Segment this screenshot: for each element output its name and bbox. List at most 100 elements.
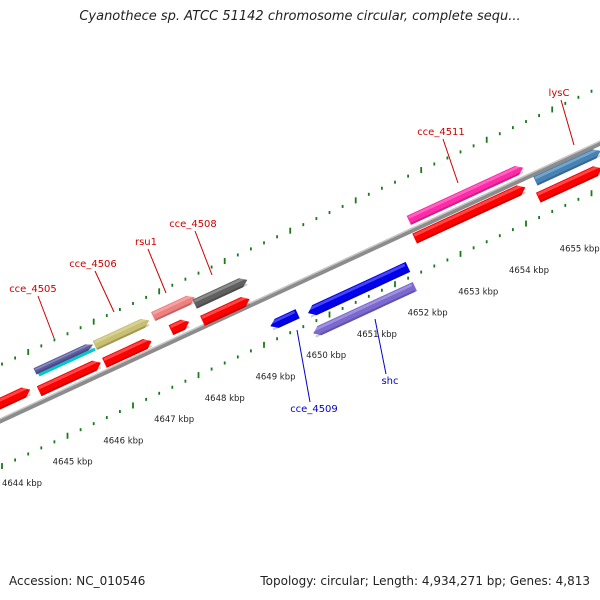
gene-label-rsu1: rsu1 [135,237,157,248]
scale-label: 4650 kbp [306,351,346,361]
cds-arrow-6-shade [417,191,526,244]
cds-arrow-6[interactable] [412,182,527,244]
scale-label: 4654 kbp [509,266,549,276]
cds-arrow-7-body [535,166,600,203]
scale-label: 4649 kbp [255,373,295,383]
gene-label-lysc: lysC [549,88,570,99]
cds-arrow-1-sheen [0,386,28,405]
cds-arrow-3-sheen [103,337,150,361]
cds-arrow-3-body [102,339,152,368]
gene-rsu1-arrow-body [151,295,195,322]
leader-lysc [560,99,575,146]
scale-label: 4651 kbp [357,330,397,340]
cds-arrow-7[interactable] [535,163,600,203]
gene-shc-arrow-shade [315,290,416,338]
leader-rsu1 [147,248,167,294]
leader-cce_4508 [194,230,213,276]
gene-cce_4511-arrow-shade [410,171,524,225]
cds-arrow-3[interactable] [102,336,154,368]
scale-label: 4646 kbp [103,436,143,446]
genome-summary-text: Topology: circular; Length: 4,934,271 bp… [260,574,590,588]
cds-arrow-5-shade [204,303,251,326]
reverse-gene-track[interactable] [268,261,417,338]
gene-shc-arrow-body [313,281,417,336]
gene-label-shc: shc [381,376,398,387]
cds-arrow-1-shade [0,393,31,411]
scale-label: 4645 kbp [53,458,93,468]
cds-arrow-2-body [36,360,101,397]
scale-labels: 4644 kbp 4645 kbp 4646 kbp 4647 kbp 4648 kbp… [2,245,600,489]
gene-lysc-arrow-shade [537,154,600,186]
cds-arrow-7-sheen [537,165,600,196]
gene-rsu1-arrow[interactable] [151,293,197,322]
gene-cce_4508-arrow[interactable] [192,275,250,309]
gene-label-cce_4511: cce_4511 [417,127,465,138]
label-leader-lines [37,99,575,403]
gene-cce_4506-arrow-shade [96,323,150,350]
cds-arrow-4-body [168,319,190,336]
scale-label: 4647 kbp [154,415,194,425]
gene-cce_4509-arrow-sheen [307,263,406,312]
gene-stripe-cyan [38,347,96,377]
cds-arrow-5-sheen [201,295,248,319]
leader-cce_4505 [37,295,55,339]
leader-shc [374,318,387,375]
cds-arrow-4[interactable] [168,317,192,336]
gene-labels: cce_4505 cce_4506 rsu1 cce_4508 cce_4511 lysC… [9,88,569,415]
gene-cce_4509-arrow-body [308,261,411,316]
gene-cce_4505-arrow[interactable] [33,341,96,377]
cds-arrow-2-shade [41,366,102,396]
cds-arrow-6-sheen [413,184,523,237]
reverse-gene-small-arrow-sheen [269,310,296,325]
cds-arrow-7-shade [540,172,600,203]
gene-shc-arrow[interactable] [311,281,417,338]
gene-cce_4506-arrow[interactable] [92,316,152,351]
scale-label: 4653 kbp [458,287,498,297]
gene-label-cce_4506: cce_4506 [69,259,117,270]
gene-rsu1-arrow-sheen [152,294,193,315]
gene-cce_4505-arrow-body [33,344,94,375]
cds-arrow-1[interactable] [0,385,32,412]
forward-gene-track[interactable] [33,146,600,377]
gene-lysc-arrow-body [533,149,600,186]
gene-label-cce_4509: cce_4509 [290,404,338,415]
cds-arrow-5[interactable] [200,294,252,326]
reverse-gene-small-arrow-body [270,309,300,328]
cds-arrow-4-shade [173,325,190,335]
reverse-gene-small-arrow[interactable] [268,309,300,331]
cds-arrow-2-sheen [38,359,99,390]
gene-cce_4506-arrow-sheen [93,317,147,344]
leader-cce_4506 [94,270,115,313]
gene-cce_4511-arrow-body [406,165,524,225]
page-title: Cyanothece sp. ATCC 51142 chromosome cir… [79,9,521,24]
gene-cce_4511-arrow[interactable] [406,163,526,225]
gene-label-cce_4505: cce_4505 [9,284,57,295]
cds-arrow-2[interactable] [36,358,103,397]
gene-cce_4508-arrow-body [192,278,248,309]
gene-cce_4505-arrow-sheen [34,343,91,371]
reverse-gene-small-arrow-shade [272,317,298,331]
backbone-line [0,140,600,424]
scale-label: 4655 kbp [560,245,600,255]
lower-tick-track [1,190,593,470]
scale-label: 4644 kbp [2,479,42,489]
leader-cce_4509 [296,329,311,403]
accession-text: Accession: NC_010546 [9,574,146,588]
gene-shc-arrow-sheen [312,283,413,332]
gene-cce_4511-arrow-sheen [408,164,521,219]
forward-cds-track[interactable] [0,163,600,412]
leader-cce_4511 [442,138,459,184]
gene-cce_4508-arrow-sheen [193,277,245,303]
cds-arrow-5-body [200,297,250,326]
upper-tick-track [1,89,593,366]
gene-cce_4509-arrow-shade [310,270,409,318]
gene-lysc-arrow[interactable] [533,146,600,186]
scale-label: 4648 kbp [205,394,245,404]
cds-arrow-1-body [0,387,31,412]
chromosome-backbone [0,140,600,424]
gene-cce_4509-arrow[interactable] [306,261,411,318]
cds-arrow-3-shade [106,345,153,368]
cds-arrow-4-sheen [169,318,187,329]
cds-arrow-6-body [412,185,526,244]
